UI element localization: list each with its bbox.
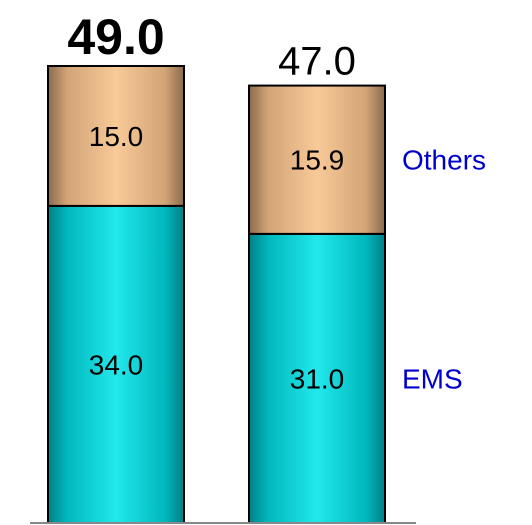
bar-1-others-segment (47, 65, 185, 207)
legend-layer: EMS Others (402, 145, 486, 395)
bar-1-ems-segment (47, 204, 185, 525)
bar-1-total-label: 49.0 (67, 9, 164, 65)
legend-ems: EMS (402, 363, 463, 394)
bar-1-others-value-label: 15.0 (89, 121, 144, 152)
labels-layer: 34.0 15.0 49.0 31.0 15.9 47.0 (67, 9, 356, 394)
bars-layer (47, 65, 386, 525)
bar-2-others-segment (248, 84, 386, 235)
legend-others: Others (402, 145, 486, 176)
bar-2-ems-value-label: 31.0 (290, 363, 345, 394)
bar-2-total-label: 47.0 (278, 40, 356, 84)
bar-2-others-value-label: 15.9 (290, 145, 345, 176)
bar-1-ems-value-label: 34.0 (89, 349, 144, 380)
